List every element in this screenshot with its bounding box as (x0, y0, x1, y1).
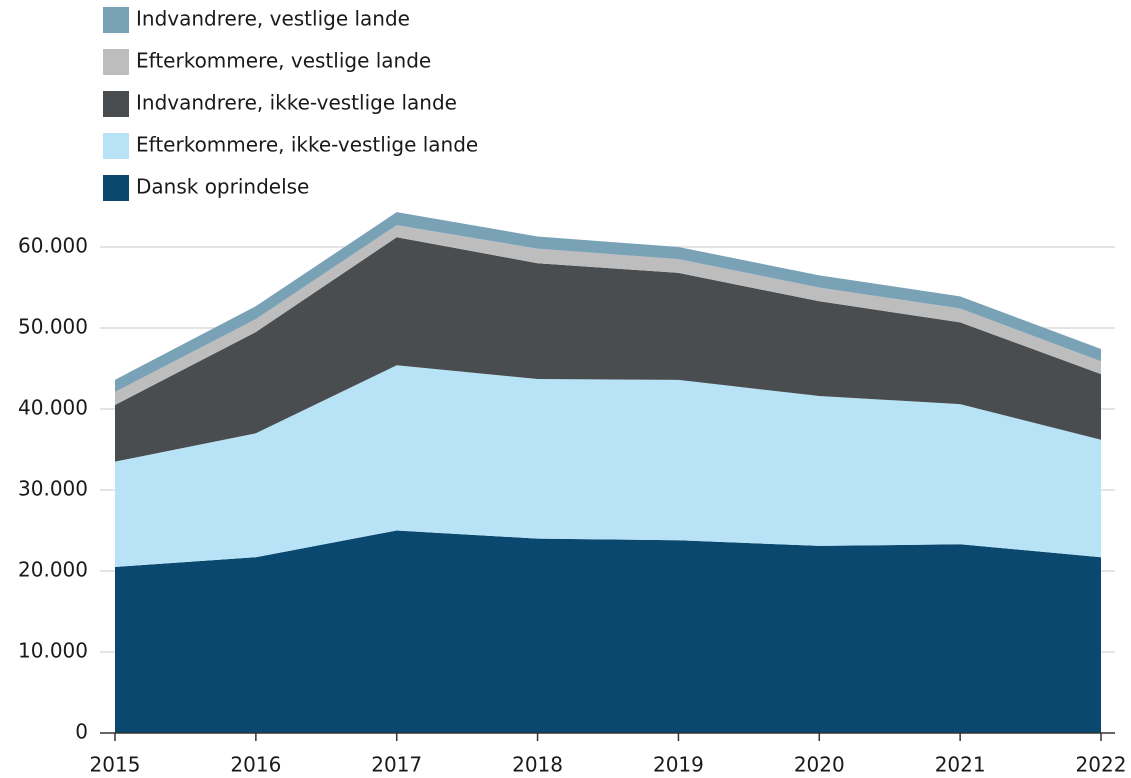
y-tick-label: 30.000 (18, 477, 88, 501)
legend-swatch (103, 91, 129, 117)
legend-label: Efterkommere, vestlige lande (136, 49, 431, 73)
legend-label: Indvandrere, ikke-vestlige lande (136, 91, 457, 115)
x-tick-label: 2016 (230, 753, 281, 777)
x-tick-label: 2018 (512, 753, 563, 777)
y-tick-label: 0 (75, 720, 88, 744)
x-tick-label: 2020 (794, 753, 845, 777)
legend-label: Efterkommere, ikke-vestlige lande (136, 133, 478, 157)
legend-swatch (103, 175, 129, 201)
area (115, 365, 1101, 567)
area (115, 212, 1101, 392)
legend-swatch (103, 7, 129, 33)
area (115, 530, 1101, 733)
x-tick-label: 2021 (935, 753, 986, 777)
legend-swatch (103, 49, 129, 75)
legend-label: Dansk oprindelse (136, 175, 309, 199)
x-tick-label: 2015 (90, 753, 141, 777)
y-tick-label: 60.000 (18, 234, 88, 258)
y-tick-label: 20.000 (18, 558, 88, 582)
y-tick-label: 40.000 (18, 396, 88, 420)
x-tick-label: 2022 (1076, 753, 1127, 777)
legend-label: Indvandrere, vestlige lande (136, 7, 410, 31)
legend-swatch (103, 133, 129, 159)
y-tick-label: 10.000 (18, 639, 88, 663)
x-tick-label: 2019 (653, 753, 704, 777)
y-tick-label: 50.000 (18, 315, 88, 339)
area (115, 237, 1101, 462)
x-tick-label: 2017 (371, 753, 422, 777)
area (115, 225, 1101, 405)
